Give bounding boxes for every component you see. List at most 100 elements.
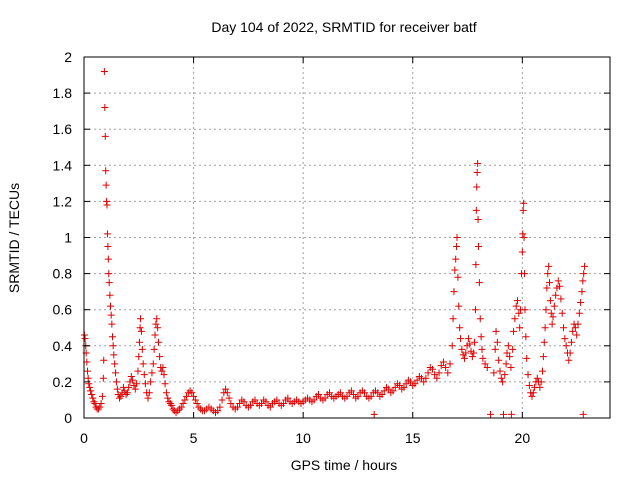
x-tick-label: 10 [295,430,311,446]
data-point [135,353,143,361]
data-point [462,349,470,357]
grid-lines [84,57,610,418]
data-point [284,394,292,402]
data-point [435,369,443,377]
data-point [529,389,537,397]
data-point [137,315,145,323]
data-point [190,392,198,400]
data-point [135,338,143,346]
data-point [546,297,554,305]
data-point [475,243,482,251]
data-point [97,400,105,408]
data-point [431,371,439,379]
data-point [520,234,528,241]
data-point [160,371,168,379]
data-point [102,181,110,189]
data-point [385,385,393,393]
data-point [350,391,358,399]
data-point [541,324,549,332]
data-point [262,398,270,406]
data-point [528,392,536,400]
data-point [162,389,170,397]
y-tick-label: 0 [64,410,72,426]
data-point [136,324,144,332]
data-point [172,409,180,417]
data-point [573,331,581,339]
data-point [374,389,382,397]
data-point [453,243,461,251]
data-point [214,407,222,415]
data-point [148,369,156,377]
data-point [91,400,99,408]
data-point [458,345,466,353]
data-point [166,400,174,408]
data-point [433,374,441,382]
data-point [495,356,503,364]
data-point [127,372,135,380]
data-point [343,392,351,400]
y-tick-label: 1 [64,230,72,246]
data-point [506,353,514,361]
data-point [147,378,155,386]
data-point [546,279,554,287]
data-point [103,230,111,238]
data-point [574,320,582,328]
data-point [579,410,587,418]
data-point [562,342,570,350]
data-point [179,400,187,408]
data-point [581,262,589,270]
data-point [442,363,450,371]
data-point [315,391,323,399]
data-point [112,369,120,377]
data-point [100,356,108,364]
y-tick-label: 1.8 [53,85,73,101]
data-point [106,291,114,299]
data-point [247,401,255,409]
data-point [487,410,495,418]
data-point [137,327,145,335]
data-point [579,277,587,285]
data-point [542,306,550,314]
y-tick-label: 0.2 [53,374,73,390]
data-point [151,331,159,339]
data-point [481,360,489,368]
data-point [176,405,184,413]
data-point [141,380,149,388]
data-point [378,391,386,399]
data-point [216,403,224,411]
data-point [446,360,454,368]
data-point [523,354,531,362]
x-axis-label: GPS time / hours [291,457,398,473]
data-point [153,315,161,323]
data-point [479,354,487,362]
data-point [400,383,408,391]
data-point [577,298,585,306]
data-point [407,378,415,386]
data-points [80,67,589,418]
data-point [566,349,574,357]
data-point [149,360,157,368]
data-point [396,382,404,390]
y-tick-labels: 0 0.2 0.4 0.6 0.8 1 1.2 1.4 1.6 1.8 2 [53,49,73,426]
data-point [578,288,586,296]
data-point [478,345,486,353]
data-point [134,367,142,375]
x-tick-label: 5 [190,430,198,446]
data-point [567,338,575,346]
data-point [347,387,355,395]
y-tick-label: 0.8 [53,266,73,282]
data-point [98,392,106,400]
data-point [150,345,158,353]
data-point [96,403,104,411]
data-point [439,358,447,366]
data-point [472,261,480,269]
data-point [367,392,375,400]
data-point [475,279,483,287]
data-point [503,349,511,357]
plot-frame [83,56,611,419]
data-point [84,367,92,375]
data-point [507,363,515,371]
data-point [483,363,491,371]
y-tick-label: 2 [64,49,72,65]
data-point [155,338,163,346]
